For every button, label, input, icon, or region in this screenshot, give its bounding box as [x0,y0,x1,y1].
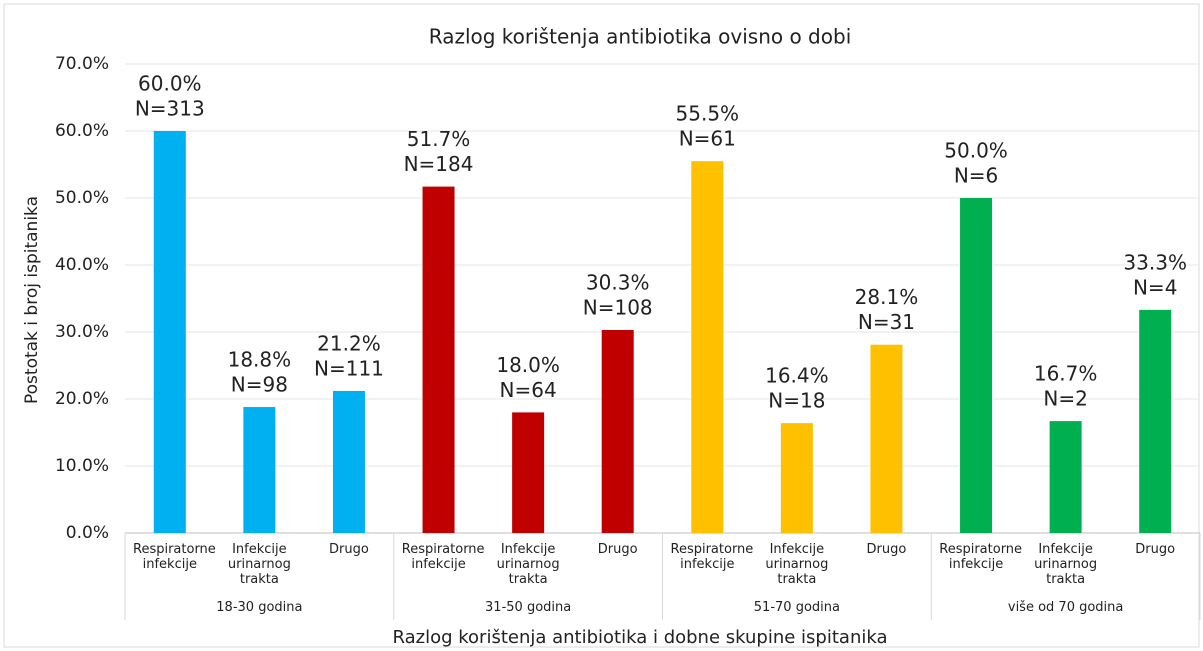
y-axis-title: Postotak i broj ispitanika [22,196,42,404]
data-label-count: N=31 [858,310,915,334]
bar [960,198,993,533]
x-tick-label: Respiratorne infekcije [670,542,754,572]
y-tick-label: 60.0% [55,121,109,141]
bar [691,161,724,533]
data-label-count: N=98 [231,373,288,397]
x-tick-label: Infekcije urinarnog trakta [1034,542,1098,587]
group-label: 31-50 godina [485,600,572,615]
x-tick-label: Respiratorne infekcije [133,542,216,572]
bar [243,407,276,533]
group-label: 18-30 godina [216,600,303,615]
data-label: 21.2% [317,331,381,355]
data-label-count: N=64 [500,378,557,402]
data-label: 30.3% [586,270,650,294]
bar [601,329,634,533]
bar [1049,421,1082,533]
data-label: 33.3% [1123,250,1187,274]
x-tick-label: Respiratorne infekcije [939,542,1023,572]
bar [1139,309,1172,533]
chart-title: Razlog korištenja antibiotika ovisno o d… [429,25,852,49]
data-label: 50.0% [944,139,1008,163]
x-axis-title: Razlog korištenja antibiotika i dobne sk… [393,627,888,648]
data-label-count: N=111 [314,356,384,380]
bar [153,131,186,533]
y-tick-label: 20.0% [55,389,109,409]
data-label-count: N=61 [679,127,736,151]
data-label: 51.7% [407,127,471,151]
data-label: 18.8% [228,348,292,372]
x-tick-label: Drugo [866,542,907,557]
data-label: 18.0% [496,353,560,377]
y-tick-label: 30.0% [55,322,109,342]
group-label: više od 70 godina [1007,600,1124,615]
data-label: 16.4% [765,364,829,388]
data-label-count: N=313 [135,97,205,121]
y-tick-label: 50.0% [55,188,109,208]
x-tick-label: Infekcije urinarnog trakta [496,542,560,587]
data-label-count: N=4 [1133,275,1177,299]
data-label-count: N=108 [583,295,653,319]
bar [422,186,455,534]
x-tick-label: Infekcije urinarnog trakta [765,542,829,587]
group-label: 51-70 godina [753,600,840,615]
bar [870,344,903,533]
data-label: 28.1% [855,285,919,309]
x-tick-label: Infekcije urinarnog trakta [227,542,291,587]
data-label: 60.0% [138,72,202,96]
bar [780,423,813,533]
y-tick-label: 70.0% [55,54,109,74]
y-tick-label: 10.0% [55,456,109,476]
data-label-count: N=2 [1043,387,1087,411]
y-tick-label: 40.0% [55,255,109,275]
bar [332,390,365,533]
data-label-count: N=184 [404,152,474,176]
data-label-count: N=18 [768,389,825,413]
y-tick-label: 0.0% [66,523,109,543]
x-tick-label: Drugo [1135,542,1176,557]
data-label: 16.7% [1034,362,1098,386]
x-tick-label: Drugo [597,542,638,557]
data-label-count: N=6 [954,164,998,188]
x-tick-label: Drugo [329,542,369,557]
x-tick-label: Respiratorne infekcije [401,542,485,572]
bar [512,412,545,533]
chart-border [3,3,1200,648]
data-label: 55.5% [676,102,740,126]
